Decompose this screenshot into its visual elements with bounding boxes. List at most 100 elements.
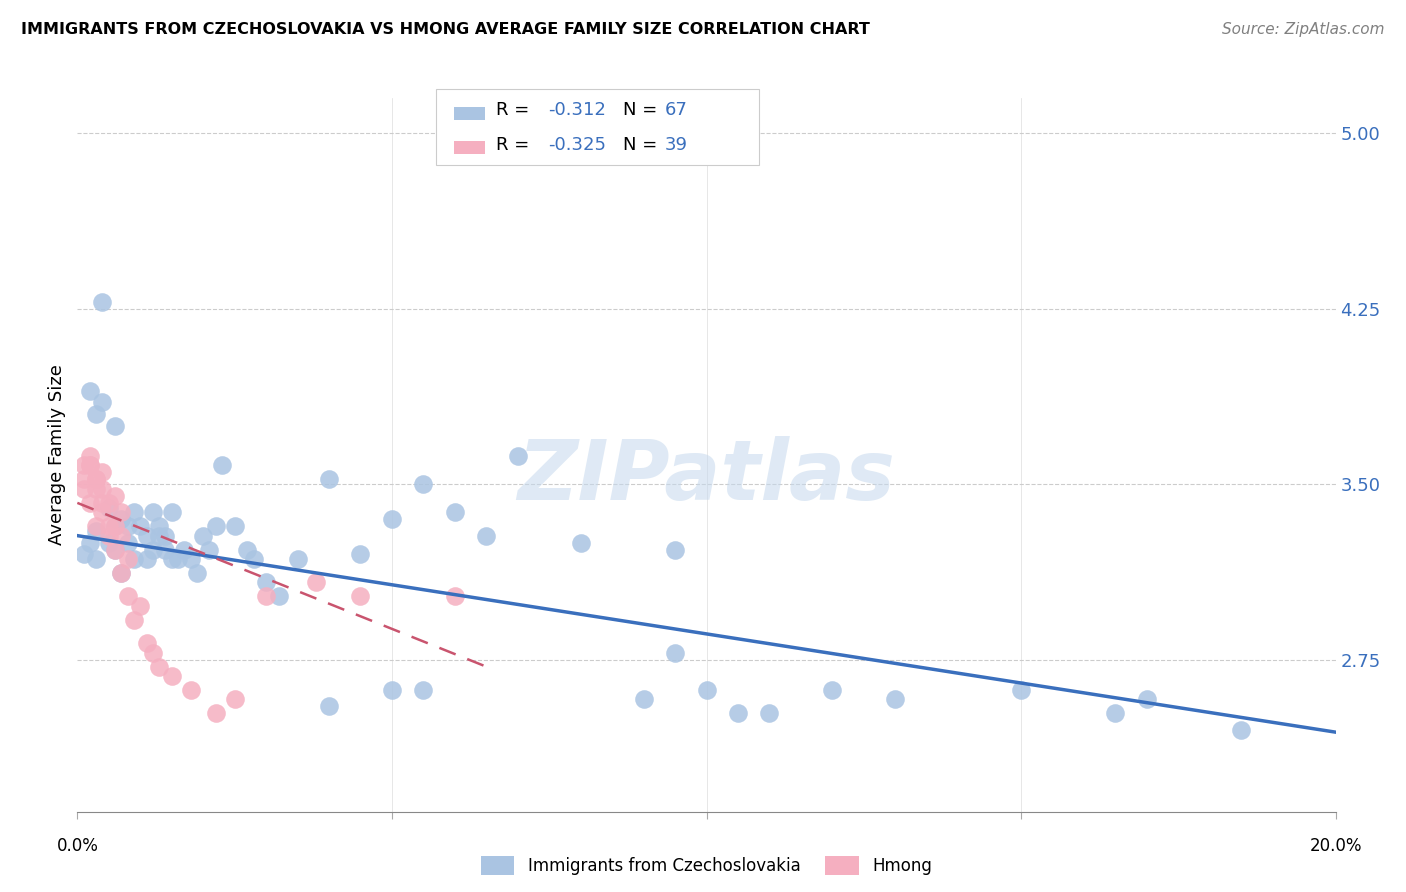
Point <box>97 519 120 533</box>
Point <box>110 512 132 526</box>
Point <box>91 395 114 409</box>
Point <box>444 590 467 604</box>
Point <box>506 449 529 463</box>
Point <box>142 542 165 557</box>
Point <box>148 659 170 673</box>
Point <box>727 706 749 721</box>
Point <box>318 473 340 487</box>
Point <box>110 566 132 580</box>
Point <box>104 519 127 533</box>
Point <box>122 613 145 627</box>
Point <box>287 552 309 566</box>
Point <box>155 542 177 557</box>
Point <box>117 535 139 549</box>
Point <box>72 458 94 473</box>
Point <box>135 528 157 542</box>
Point <box>91 294 114 309</box>
Point <box>104 489 127 503</box>
Point <box>381 512 404 526</box>
Point <box>412 683 434 698</box>
Point <box>198 542 221 557</box>
Point <box>84 407 107 421</box>
Point <box>204 706 226 721</box>
Point <box>97 496 120 510</box>
Point <box>135 636 157 650</box>
Point <box>160 669 183 683</box>
Point <box>224 692 246 706</box>
Point <box>305 575 328 590</box>
Point <box>412 477 434 491</box>
Point <box>97 528 120 542</box>
Text: -0.312: -0.312 <box>548 101 606 119</box>
Point <box>1136 692 1159 706</box>
Point <box>117 590 139 604</box>
Point <box>267 590 290 604</box>
Point <box>91 496 114 510</box>
Point <box>318 699 340 714</box>
Point <box>84 473 107 487</box>
Point <box>664 542 686 557</box>
Point <box>349 590 371 604</box>
Point <box>349 547 371 561</box>
Y-axis label: Average Family Size: Average Family Size <box>48 365 66 545</box>
Point <box>1230 723 1253 737</box>
Legend: Immigrants from Czechoslovakia, Hmong: Immigrants from Czechoslovakia, Hmong <box>474 849 939 882</box>
Point <box>104 542 127 557</box>
Point <box>91 505 114 519</box>
Point <box>91 482 114 496</box>
Point <box>72 473 94 487</box>
Text: R =: R = <box>496 136 536 153</box>
Point <box>79 449 101 463</box>
Point <box>180 683 202 698</box>
Text: N =: N = <box>623 101 662 119</box>
Point <box>104 519 127 533</box>
Point <box>254 590 277 604</box>
Point <box>758 706 780 721</box>
Point <box>79 384 101 398</box>
Point <box>142 646 165 660</box>
Text: Source: ZipAtlas.com: Source: ZipAtlas.com <box>1222 22 1385 37</box>
Text: R =: R = <box>496 101 536 119</box>
Point <box>569 535 592 549</box>
Point <box>79 496 101 510</box>
Point <box>84 482 107 496</box>
Point <box>186 566 208 580</box>
Point <box>110 528 132 542</box>
Point <box>84 473 107 487</box>
Point <box>104 542 127 557</box>
Point <box>155 528 177 542</box>
Point <box>1104 706 1126 721</box>
Point <box>129 599 152 613</box>
Text: 39: 39 <box>665 136 688 153</box>
Point <box>211 458 233 473</box>
Point <box>142 505 165 519</box>
Point <box>191 528 215 542</box>
Point <box>79 458 101 473</box>
Point <box>129 519 152 533</box>
Point <box>148 519 170 533</box>
Point <box>242 552 264 566</box>
Point <box>884 692 907 706</box>
Text: N =: N = <box>623 136 662 153</box>
Point <box>148 528 170 542</box>
Point <box>381 683 404 698</box>
Point <box>135 552 157 566</box>
Point <box>696 683 718 698</box>
Point <box>1010 683 1032 698</box>
Point <box>84 552 107 566</box>
Point <box>254 575 277 590</box>
Point <box>204 519 226 533</box>
Point <box>160 505 183 519</box>
Point <box>664 646 686 660</box>
Point <box>236 542 259 557</box>
Text: 20.0%: 20.0% <box>1309 837 1362 855</box>
Point <box>122 552 145 566</box>
Point <box>224 519 246 533</box>
Text: -0.325: -0.325 <box>548 136 606 153</box>
Point <box>117 552 139 566</box>
Text: 0.0%: 0.0% <box>56 837 98 855</box>
Point <box>79 535 101 549</box>
Text: ZIPatlas: ZIPatlas <box>517 436 896 516</box>
Point <box>122 505 145 519</box>
Point <box>104 418 127 433</box>
